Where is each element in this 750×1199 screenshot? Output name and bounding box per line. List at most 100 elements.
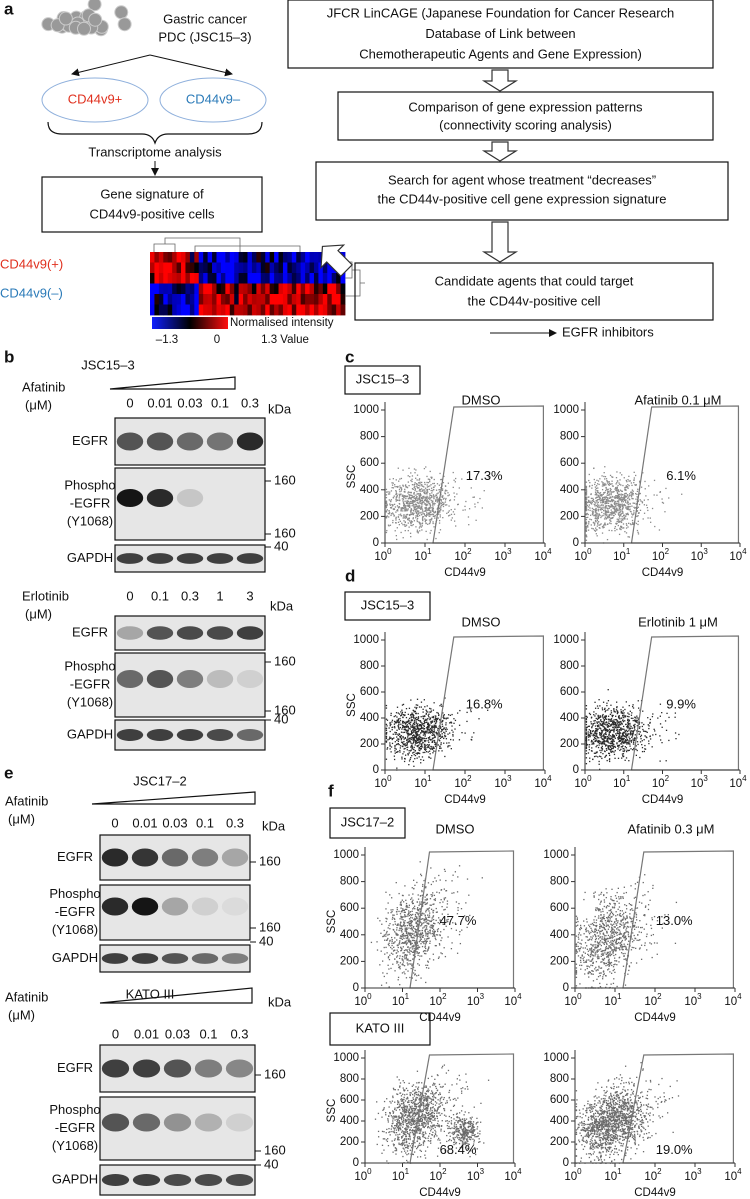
event-dot bbox=[415, 712, 417, 714]
event-dot bbox=[458, 724, 461, 726]
event-dot bbox=[419, 724, 422, 726]
event-dot bbox=[616, 486, 618, 488]
event-dot bbox=[439, 745, 441, 748]
event-dot bbox=[606, 725, 608, 727]
event-dot bbox=[411, 932, 413, 935]
event-dot bbox=[425, 522, 427, 524]
event-dot bbox=[431, 740, 434, 743]
event-dot bbox=[594, 707, 597, 709]
event-dot bbox=[606, 740, 609, 743]
event-dot bbox=[627, 723, 630, 726]
event-dot bbox=[420, 716, 422, 718]
event-dot bbox=[415, 734, 418, 736]
event-dot bbox=[420, 497, 422, 500]
event-dot bbox=[391, 505, 394, 507]
event-dot bbox=[601, 511, 603, 514]
event-dot bbox=[425, 710, 428, 712]
y-tick-label: 1000 bbox=[553, 634, 579, 646]
event-dot bbox=[593, 736, 596, 739]
event-dot bbox=[411, 946, 413, 948]
event-dot bbox=[608, 754, 611, 757]
event-dot bbox=[396, 486, 398, 488]
event-dot bbox=[631, 492, 633, 494]
event-dot bbox=[649, 738, 652, 740]
event-dot bbox=[426, 731, 428, 733]
event-dot bbox=[409, 943, 412, 946]
event-dot bbox=[608, 728, 611, 731]
heatmap-cell bbox=[181, 262, 186, 274]
event-dot bbox=[426, 744, 429, 746]
event-dot bbox=[385, 496, 388, 499]
event-dot bbox=[624, 720, 626, 722]
event-dot bbox=[400, 911, 402, 913]
event-dot bbox=[618, 508, 620, 511]
event-dot bbox=[412, 752, 414, 754]
heatmap-cell bbox=[243, 304, 248, 316]
event-dot bbox=[602, 742, 604, 745]
event-dot bbox=[411, 964, 413, 967]
event-dot bbox=[624, 496, 626, 499]
event-dot bbox=[391, 729, 393, 731]
event-dot bbox=[635, 484, 637, 486]
event-dot bbox=[386, 529, 388, 532]
event-dot bbox=[606, 502, 608, 504]
event-dot bbox=[403, 965, 406, 967]
event-dot bbox=[392, 916, 394, 919]
event-dot bbox=[434, 944, 437, 947]
event-dot bbox=[444, 897, 447, 899]
event-dot bbox=[588, 473, 590, 476]
event-dot bbox=[612, 496, 614, 498]
event-dot bbox=[418, 502, 420, 505]
blot-band bbox=[176, 670, 204, 688]
event-dot bbox=[404, 747, 406, 750]
event-dot bbox=[614, 746, 617, 748]
event-dot bbox=[600, 504, 603, 506]
event-dot bbox=[387, 957, 390, 959]
bracket bbox=[47, 121, 263, 145]
heatmap-cell bbox=[163, 262, 169, 274]
event-dot bbox=[413, 716, 415, 719]
x-tick-base: 10 bbox=[691, 551, 704, 563]
event-dot bbox=[407, 734, 409, 737]
x-tick-base: 10 bbox=[574, 551, 587, 563]
event-dot bbox=[613, 721, 615, 724]
event-dot bbox=[613, 500, 615, 502]
treatment-label: DMSO bbox=[462, 614, 501, 629]
heatmap-cell bbox=[331, 283, 337, 295]
event-dot bbox=[634, 729, 636, 731]
event-dot bbox=[421, 518, 424, 521]
event-dot bbox=[396, 955, 399, 957]
event-dot bbox=[412, 738, 414, 741]
heatmap-cell bbox=[176, 273, 182, 284]
event-dot bbox=[405, 942, 407, 944]
event-dot bbox=[413, 729, 415, 732]
event-dot bbox=[402, 961, 405, 963]
heatmap-cell bbox=[212, 262, 217, 274]
event-dot bbox=[605, 709, 607, 712]
event-dot bbox=[419, 522, 421, 524]
event-dot bbox=[419, 749, 421, 752]
heatmap-cell bbox=[167, 294, 173, 305]
event-dot bbox=[596, 729, 598, 731]
event-dot bbox=[643, 739, 645, 741]
event-dot bbox=[418, 501, 421, 503]
event-dot bbox=[412, 713, 414, 715]
event-dot bbox=[447, 495, 449, 497]
event-dot bbox=[668, 739, 670, 742]
event-dot bbox=[393, 715, 395, 718]
heatmap-cell bbox=[172, 283, 177, 295]
event-dot bbox=[410, 511, 412, 513]
event-dot bbox=[411, 730, 413, 733]
event-dot bbox=[586, 504, 589, 507]
event-dot bbox=[411, 910, 413, 912]
event-dot bbox=[615, 495, 617, 497]
event-dot bbox=[597, 728, 599, 730]
event-dot bbox=[391, 944, 393, 947]
event-dot bbox=[633, 477, 635, 479]
heatmap-cell bbox=[234, 304, 240, 316]
event-dot bbox=[429, 481, 431, 483]
event-dot bbox=[429, 532, 431, 534]
event-dot bbox=[620, 748, 622, 751]
event-dot bbox=[423, 733, 426, 735]
event-dot bbox=[604, 745, 607, 747]
